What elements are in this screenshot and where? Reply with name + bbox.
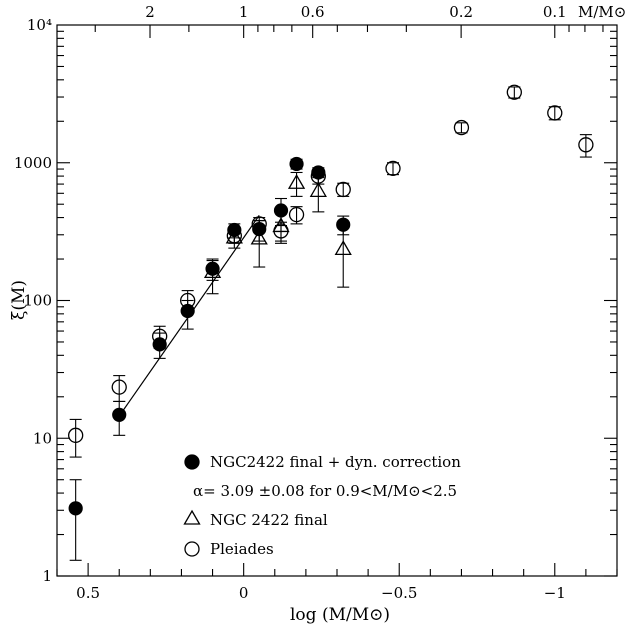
legend-label-pleiades: Pleiades (210, 540, 274, 558)
data-point-open-triangle (225, 228, 243, 244)
y-tick-label: 1000 (14, 154, 52, 172)
alpha-fit-annotation: α= 3.09 ±0.08 for 0.9<M/M⊙<2.5 (193, 482, 457, 500)
data-point-open-triangle (334, 240, 352, 256)
data-point-filled-circle (227, 222, 242, 238)
y-axis-title: ξ(M) (9, 280, 29, 320)
legend: NGC2422 final + dyn. correction α= 3.09 … (183, 453, 461, 558)
y-tick-label: 100 (23, 292, 52, 310)
x-tick-label: 0 (239, 584, 249, 602)
axis-ticks (56, 25, 618, 577)
data-point-open-triangle (287, 173, 306, 189)
top-tick-label: 2 (145, 3, 155, 21)
x-tick-label: 0.5 (76, 584, 100, 602)
y-tick-label: 10 (33, 429, 52, 447)
data-point-filled-circle (152, 337, 167, 352)
top-tick-label: 0.2 (449, 3, 473, 21)
top-tick-label: 0.1 (543, 3, 567, 21)
data-point-filled-circle (289, 156, 304, 172)
legend-label-ngc2422-dyn: NGC2422 final + dyn. correction (210, 453, 461, 471)
top-tick-label: 1 (239, 3, 249, 21)
data-point-open-circle (547, 105, 563, 121)
x-tick-label: −0.5 (381, 584, 417, 602)
data-point-open-triangle (250, 229, 268, 245)
y-tick-label: 10⁴ (27, 16, 52, 34)
x-axis-title: log (M/M⊙) (290, 605, 390, 625)
data-point-open-circle (68, 427, 84, 443)
data-point-open-circle (578, 137, 594, 153)
data-point-open-circle (453, 119, 470, 136)
axis-tick-labels: 0.5 0 −0.5 −1 2 1 0.6 0.2 0.1 1 10 100 1000 10⁴ (14, 3, 567, 602)
data-point-open-circle (288, 206, 305, 223)
data-point-open-circle (335, 181, 351, 198)
data-point-filled-circle (68, 501, 83, 516)
x-tick-label: −1 (544, 584, 566, 602)
data-markers (68, 84, 594, 516)
data-point-filled-circle (252, 221, 267, 237)
data-point-open-circle (385, 160, 401, 177)
legend-label-ngc2422-final: NGC 2422 final (210, 511, 328, 529)
top-tick-label: 0.6 (301, 3, 325, 21)
data-point-open-circle (506, 84, 522, 100)
data-point-filled-circle (336, 217, 351, 232)
top-axis-title: M/M⊙ (578, 3, 625, 21)
legend-filled-circle-marker (184, 454, 200, 470)
y-tick-label: 1 (42, 567, 52, 585)
legend-open-circle-marker (184, 541, 200, 557)
legend-triangle-marker (183, 509, 201, 525)
data-point-filled-circle (180, 303, 195, 319)
data-point-filled-circle (205, 261, 220, 276)
data-point-filled-circle (112, 407, 127, 422)
data-point-open-circle (111, 379, 127, 395)
data-point-filled-circle (273, 203, 289, 218)
data-point-filled-circle (311, 165, 326, 180)
data-point-open-triangle (309, 182, 327, 197)
data-point-open-triangle (272, 217, 290, 233)
